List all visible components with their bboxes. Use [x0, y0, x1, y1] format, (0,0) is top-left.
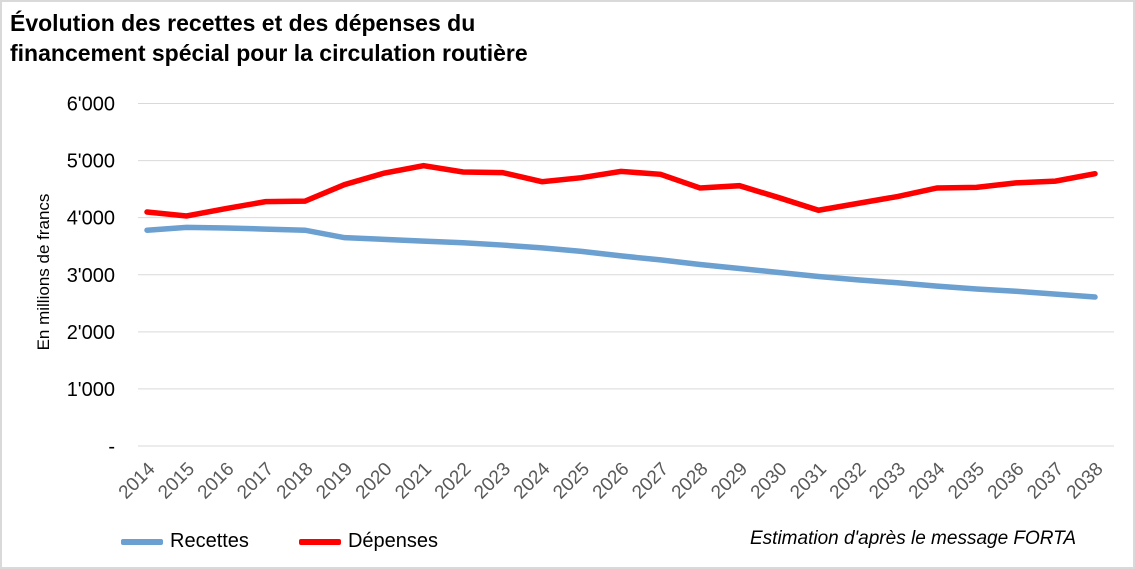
x-tick-label: 2017	[233, 459, 278, 504]
x-tick-label: 2025	[549, 459, 594, 504]
legend-item-recettes: Recettes	[121, 530, 249, 553]
x-tick-label: 2029	[707, 459, 752, 504]
y-tick-label: 1'000	[67, 379, 115, 401]
x-tick-label: 2034	[905, 458, 950, 503]
x-tick-label: 2035	[944, 459, 989, 504]
x-tick-label: 2031	[786, 459, 831, 504]
legend-label-depenses: Dépenses	[347, 530, 438, 552]
y-tick-label: -	[108, 436, 115, 458]
x-tick-label: 2014	[115, 458, 160, 503]
x-tick-label: 2024	[510, 458, 555, 503]
series-line-depenses	[144, 162, 1098, 219]
x-tick-label: 2021	[391, 459, 436, 504]
legend-swatch-recettes	[121, 538, 163, 545]
x-tick-label: 2018	[273, 459, 318, 504]
y-tick-label: 3'000	[67, 265, 115, 287]
series-line-recettes	[144, 224, 1098, 300]
legend: Recettes Dépenses	[121, 530, 488, 553]
x-tick-label: 2020	[352, 459, 397, 504]
chart-title: Évolution des recettes et des dépenses d…	[10, 8, 528, 68]
legend-label-recettes: Recettes	[170, 530, 249, 552]
legend-swatch-depenses	[298, 538, 341, 545]
x-tick-label: 2033	[865, 459, 910, 504]
y-tick-label: 2'000	[67, 322, 115, 344]
source-note: Estimation d'après le message FORTA	[750, 528, 1077, 549]
x-tick-label: 2022	[431, 459, 476, 504]
chart-title-line-1: Évolution des recettes et des dépenses d…	[10, 10, 476, 36]
x-tick-label: 2037	[1023, 459, 1068, 504]
x-tick-label: 2032	[826, 459, 871, 504]
x-tick-label: 2023	[470, 459, 515, 504]
x-tick-label: 2030	[747, 459, 792, 504]
x-tick-label: 2026	[589, 459, 634, 504]
y-tick-label: 6'000	[67, 94, 115, 116]
x-tick-label: 2016	[194, 459, 239, 504]
y-tick-label: 4'000	[67, 208, 115, 230]
x-tick-label: 2015	[154, 459, 199, 504]
chart-title-line-2: financement spécial pour la circulation …	[10, 40, 528, 66]
x-tick-label: 2036	[984, 459, 1029, 504]
legend-item-depenses: Dépenses	[298, 530, 438, 553]
x-tick-label: 2027	[628, 459, 673, 504]
x-tick-label: 2038	[1063, 459, 1108, 504]
y-tick-label: 5'000	[67, 151, 115, 173]
x-tick-label: 2028	[668, 459, 713, 504]
x-tick-label: 2019	[312, 459, 357, 504]
